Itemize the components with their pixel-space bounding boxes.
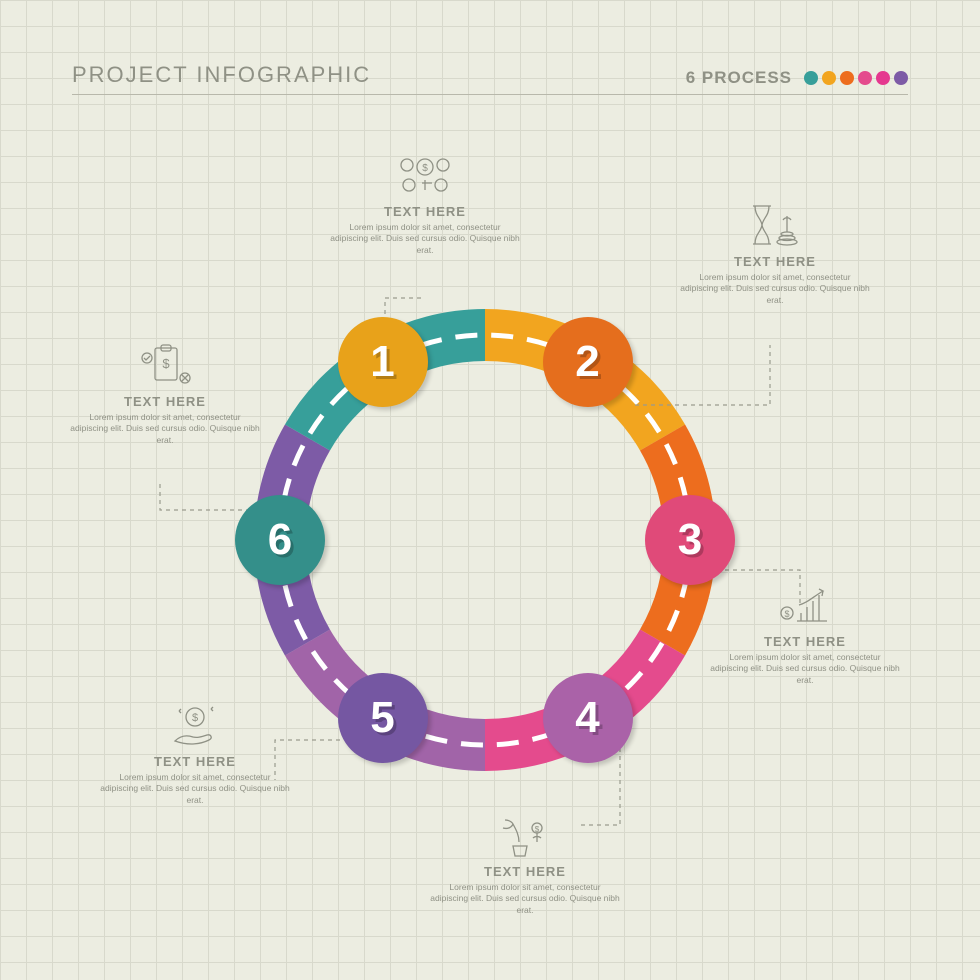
clipboard-icon: $: [70, 340, 260, 390]
callout-2: TEXT HERE Lorem ipsum dolor sit amet, co…: [680, 200, 870, 306]
process-node-6: 66: [235, 495, 325, 585]
callout-4: $ TEXT HERE Lorem ipsum dolor sit amet, …: [430, 810, 620, 916]
svg-text:$: $: [784, 609, 789, 619]
process-node-4: 44: [543, 673, 633, 763]
callout-body: Lorem ipsum dolor sit amet, consectetur …: [330, 222, 520, 256]
svg-text:$: $: [422, 163, 428, 174]
callout-title: TEXT HERE: [430, 864, 620, 879]
process-node-2: 22: [543, 317, 633, 407]
leader-line: [160, 480, 250, 510]
callout-title: TEXT HERE: [100, 754, 290, 769]
process-node-5: 55: [338, 673, 428, 763]
callout-3: $ TEXT HERE Lorem ipsum dolor sit amet, …: [710, 580, 900, 686]
analytics-icon: $: [330, 150, 520, 200]
callout-title: TEXT HERE: [330, 204, 520, 219]
process-node-3: 33: [645, 495, 735, 585]
svg-text:$: $: [162, 356, 170, 371]
callout-title: TEXT HERE: [710, 634, 900, 649]
callout-title: TEXT HERE: [680, 254, 870, 269]
callout-body: Lorem ipsum dolor sit amet, consectetur …: [100, 772, 290, 806]
hourglass-icon: [680, 200, 870, 250]
callout-1: $ TEXT HERE Lorem ipsum dolor sit amet, …: [330, 150, 520, 256]
process-node-1: 11: [338, 317, 428, 407]
callout-body: Lorem ipsum dolor sit amet, consectetur …: [70, 412, 260, 446]
hand-icon: $: [100, 700, 290, 750]
plant-icon: $: [430, 810, 620, 860]
callout-body: Lorem ipsum dolor sit amet, consectetur …: [710, 652, 900, 686]
callout-5: $ TEXT HERE Lorem ipsum dolor sit amet, …: [100, 700, 290, 806]
callout-body: Lorem ipsum dolor sit amet, consectetur …: [680, 272, 870, 306]
callout-body: Lorem ipsum dolor sit amet, consectetur …: [430, 882, 620, 916]
svg-text:$: $: [192, 712, 198, 724]
callout-6: $ TEXT HERE Lorem ipsum dolor sit amet, …: [70, 340, 260, 446]
callout-title: TEXT HERE: [70, 394, 260, 409]
svg-text:$: $: [535, 825, 540, 834]
ring-dash-line: [280, 335, 690, 745]
growth-icon: $: [710, 580, 900, 630]
